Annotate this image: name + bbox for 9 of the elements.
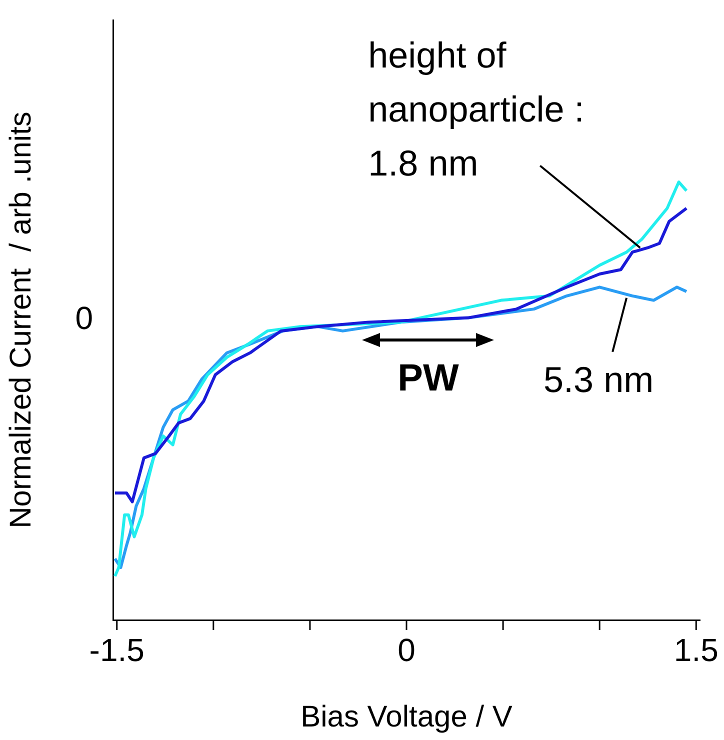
text: 0 (75, 300, 93, 336)
x-tick-label: 0 (398, 632, 416, 668)
annotation: height of nanoparticle : 1.8 nm (368, 34, 584, 184)
annotation: 5.3 nm (544, 358, 654, 400)
y-axis-title: Normalized Current / arb .units (4, 112, 38, 528)
x-tick-label: 1.5 (674, 632, 718, 668)
annotation: PW (398, 357, 459, 400)
x-tick-label: -1.5 (89, 632, 144, 668)
x-axis-title: Bias Voltage / V (300, 700, 512, 734)
